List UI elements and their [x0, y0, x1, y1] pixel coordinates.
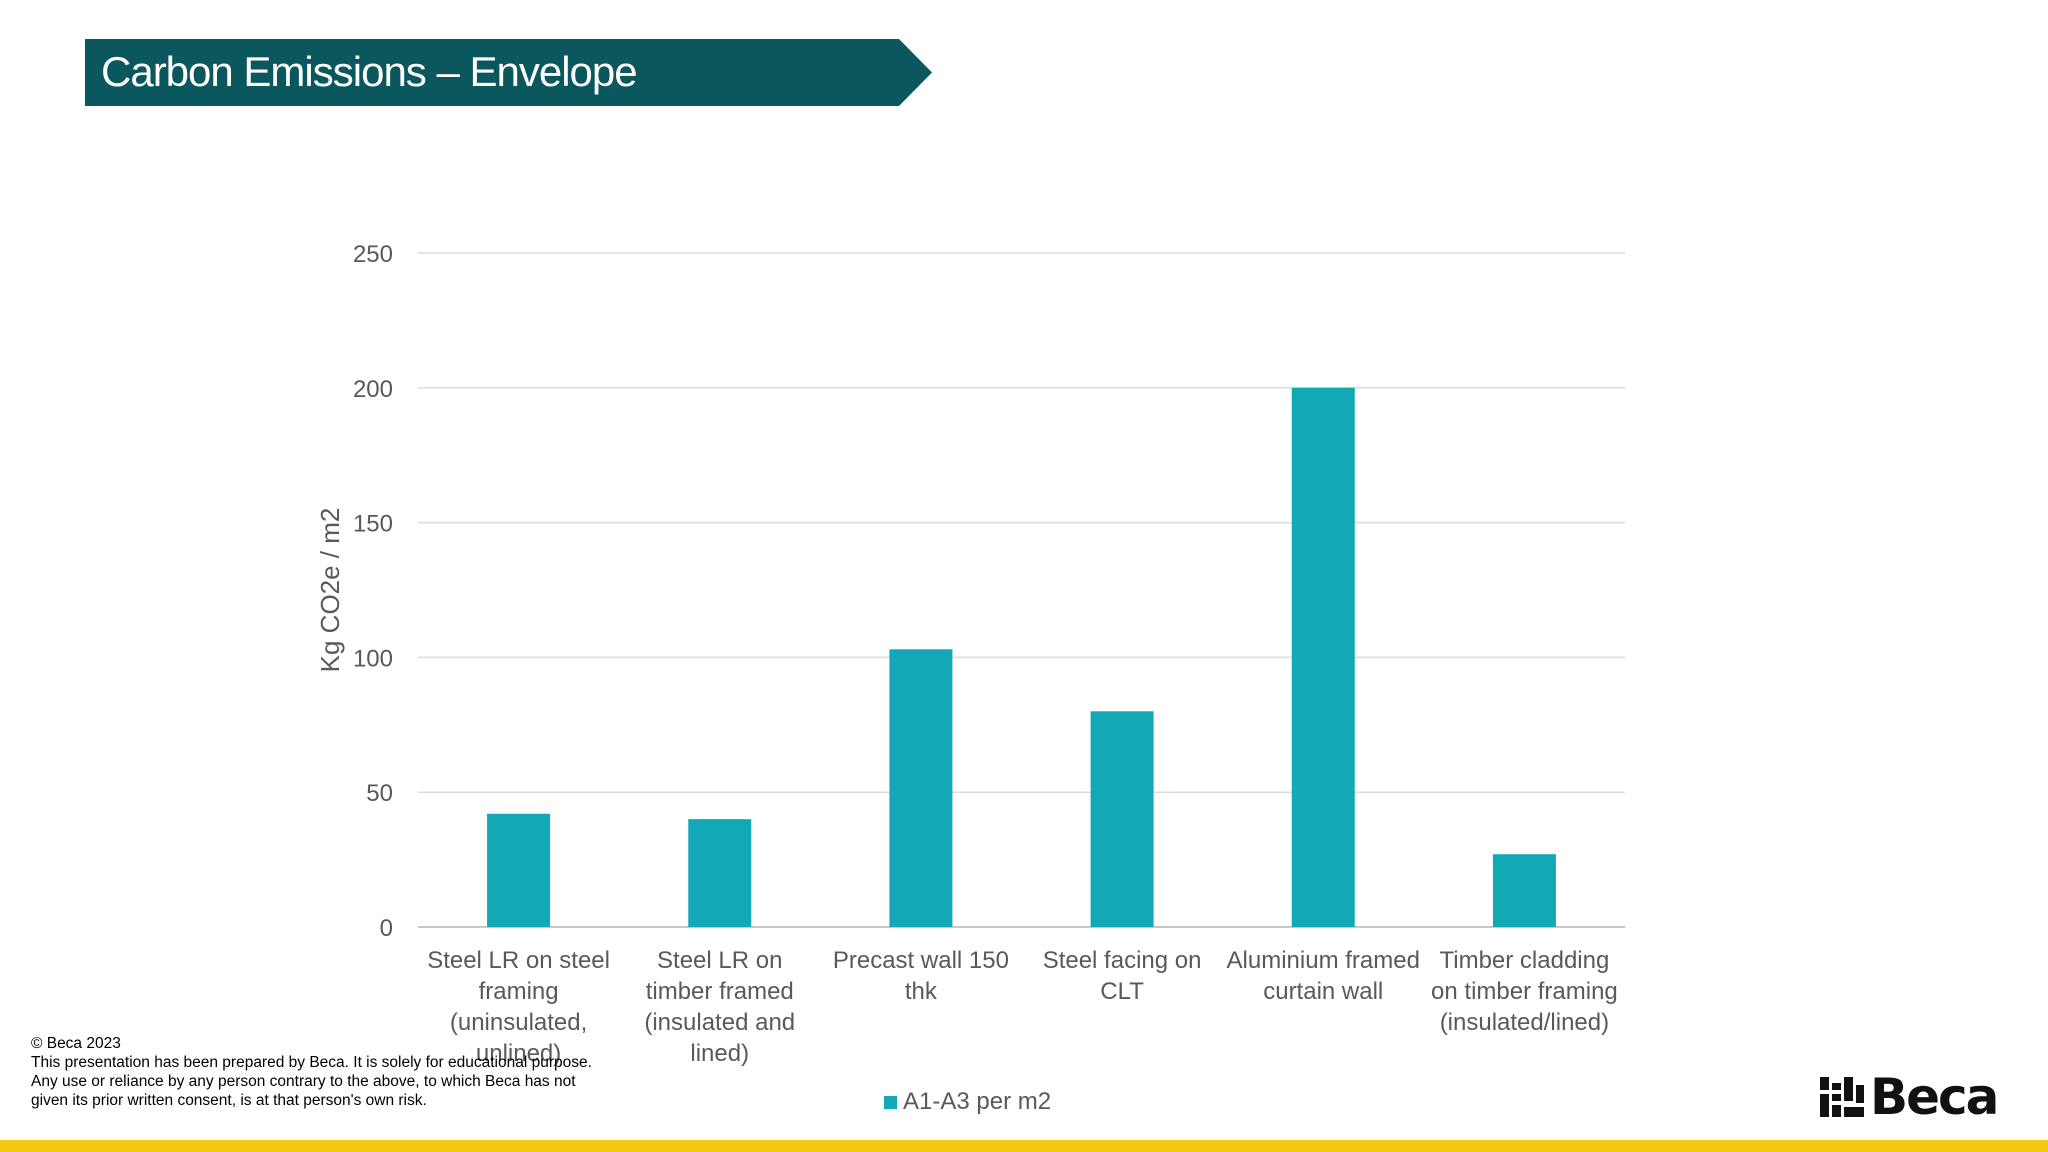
x-category-label-line: timber framed	[645, 978, 794, 1005]
y-tick-label: 200	[353, 376, 393, 403]
x-category-label-1: Steel LR on steel framing (uninsulated, unl…	[417, 945, 621, 1069]
title-banner-shape	[85, 39, 932, 106]
x-category-label-6: Timber cladding on timber framing (insulat…	[1422, 945, 1626, 1038]
x-category-label-line: Steel LR on steel	[427, 947, 610, 974]
x-category-label-2: Steel LR on timber framed (insulated and li…	[618, 945, 822, 1069]
legend-label: A1-A3 per m2	[903, 1088, 1052, 1115]
x-category-label-line: unlined)	[475, 1040, 562, 1067]
x-category-label-4: Steel facing on CLT	[1020, 945, 1224, 1007]
x-category-label-line: lined)	[690, 1040, 750, 1067]
x-category-label-line: Steel LR on	[657, 947, 783, 974]
y-tick-label: 50	[366, 780, 393, 807]
x-category-label-line: CLT	[1100, 978, 1144, 1005]
x-category-label-line: curtain wall	[1263, 978, 1384, 1005]
x-category-label-line: Steel facing on	[1042, 947, 1202, 974]
bar-5	[1291, 387, 1355, 927]
x-category-label-line: (insulated and	[644, 1009, 796, 1036]
bar-3	[889, 649, 953, 927]
footer-copyright: © Beca 2023	[31, 1035, 121, 1052]
x-category-label-line: framing	[478, 978, 559, 1005]
x-category-label-line: thk	[904, 978, 937, 1005]
bottom-accent-bar	[0, 1140, 2048, 1152]
chart-legend: A1-A3 per m2	[884, 1087, 1051, 1117]
bar-6	[1492, 854, 1556, 927]
y-axis-label: Kg CO2e / m2	[315, 508, 345, 673]
y-tick-label: 0	[380, 915, 393, 942]
x-category-label-5: Aluminium framed curtain wall	[1221, 945, 1425, 1007]
x-category-label-line: Aluminium framed	[1226, 947, 1420, 974]
x-category-label-line: Timber cladding	[1439, 947, 1610, 974]
x-category-label-line: (uninsulated,	[449, 1009, 588, 1036]
x-category-label-line: Precast wall 150	[832, 947, 1009, 974]
bar-4	[1090, 711, 1154, 927]
beca-logo-mark-icon	[1820, 1077, 1864, 1117]
beca-wordmark: Beca	[1870, 1068, 1999, 1126]
slide-title: Carbon Emissions – Envelope	[101, 48, 638, 95]
x-category-label-3: Precast wall 150 thk	[819, 945, 1023, 1007]
y-tick-label: 100	[353, 645, 393, 672]
title-banner: Carbon Emissions – Envelope	[85, 39, 932, 106]
footer-line-3: given its prior written consent, is at t…	[31, 1092, 427, 1109]
x-category-label-line: (insulated/lined)	[1439, 1009, 1610, 1036]
x-category-label-line: on timber framing	[1431, 978, 1618, 1005]
beca-logo: Beca	[1820, 1068, 1999, 1126]
footer-line-1: This presentation has been prepared by B…	[31, 1054, 592, 1071]
legend-swatch	[884, 1095, 897, 1109]
bar-1	[487, 813, 551, 927]
y-tick-label: 150	[353, 511, 393, 538]
footer-line-2: Any use or reliance by any person contra…	[31, 1073, 576, 1090]
bar-2	[688, 819, 752, 927]
footer-disclaimer: © Beca 2023 This presentation has been p…	[31, 1034, 721, 1110]
y-tick-label: 250	[353, 241, 393, 268]
